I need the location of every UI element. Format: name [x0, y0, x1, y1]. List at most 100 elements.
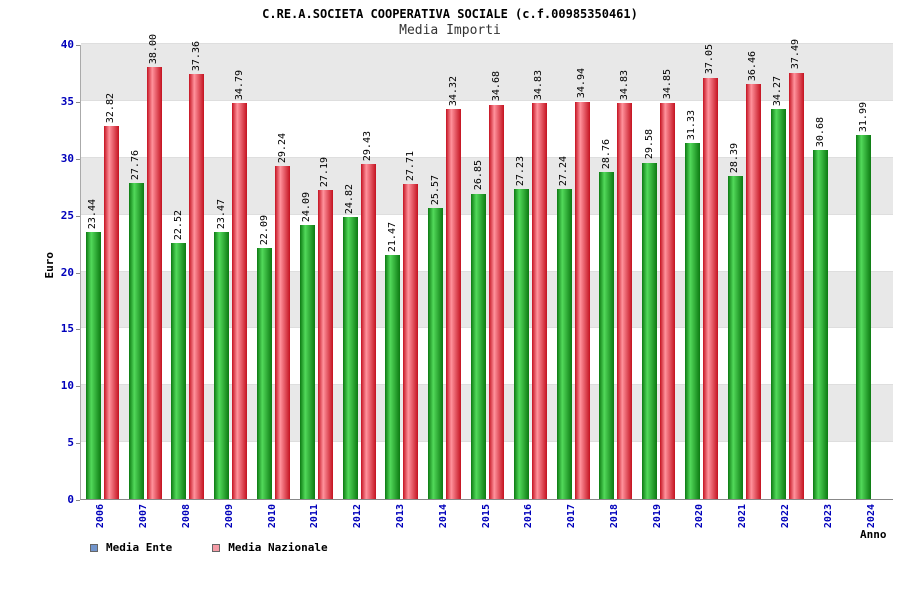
x-axis-title: Anno	[860, 528, 887, 541]
y-tick-label: 35	[60, 94, 74, 108]
x-tick-label: 2019	[651, 504, 663, 529]
chart-title: C.RE.A.SOCIETA COOPERATIVA SOCIALE (c.f.…	[262, 7, 638, 21]
y-tick-mark	[76, 386, 80, 388]
x-tick-label: 2013	[394, 504, 406, 529]
bar-value-label: 31.33	[686, 109, 698, 140]
bar-value-label: 25.57	[429, 175, 441, 206]
y-tick-mark	[76, 329, 80, 331]
bar-value-label: 28.39	[729, 142, 741, 174]
y-tick-mark	[76, 215, 80, 217]
bar-value-label: 22.52	[172, 209, 184, 240]
bar-value-label: 34.79	[233, 70, 245, 101]
bar-value-label: 37.05	[704, 44, 716, 75]
legend-label-media-nazionale: Media Nazionale	[228, 541, 328, 554]
bar-media-ente	[599, 171, 615, 499]
y-tick-label: 40	[60, 38, 74, 51]
bar-value-label: 22.09	[258, 214, 270, 245]
bar-value-label: 24.09	[301, 191, 313, 222]
legend-item-media-nazionale: Media Nazionale	[212, 541, 328, 554]
bar-media-ente	[556, 189, 572, 499]
bar-media-nazionale	[146, 66, 162, 499]
bar-media-nazionale	[275, 166, 291, 499]
bar-media-ente	[813, 150, 829, 499]
x-tick-label: 2018	[608, 504, 620, 529]
bar-media-nazionale	[360, 164, 376, 499]
chart-subtitle: Media Importi	[399, 23, 501, 38]
bar-value-label: 27.24	[558, 156, 570, 187]
bar-media-ente	[299, 224, 315, 499]
y-tick-mark	[76, 500, 80, 501]
bar-media-ente	[684, 142, 700, 499]
bar-value-label: 27.19	[319, 156, 331, 187]
bar-media-nazionale	[317, 189, 333, 499]
bar-value-label: 24.82	[344, 183, 356, 214]
y-tick-label: 5	[67, 436, 74, 450]
bar-value-label: 29.43	[362, 131, 374, 162]
bar-media-ente	[513, 189, 529, 499]
bar-media-nazionale	[232, 103, 248, 499]
bar-value-label: 34.68	[490, 71, 502, 102]
bar-media-ente	[385, 254, 401, 499]
legend: Media Ente Media Nazionale	[90, 541, 328, 554]
y-tick-label: 0	[67, 493, 74, 506]
x-tick-label: 2016	[523, 504, 535, 529]
y-tick-label: 15	[60, 322, 74, 336]
gridline	[81, 99, 893, 101]
x-tick-label: 2015	[480, 504, 492, 529]
bar-media-nazionale	[617, 102, 633, 499]
legend-swatch-media-ente	[90, 543, 98, 552]
bar-value-label: 38.00	[148, 33, 160, 64]
bar-value-label: 28.76	[600, 138, 612, 169]
gridline	[81, 441, 893, 443]
x-tick-label: 2023	[822, 504, 834, 529]
bar-media-nazionale	[103, 125, 119, 499]
gridline	[81, 270, 893, 272]
y-tick-mark	[76, 272, 80, 274]
bar-value-label: 37.36	[190, 40, 202, 72]
y-tick-label: 30	[60, 151, 74, 165]
gridline	[81, 327, 893, 329]
bar-value-label: 29.58	[643, 129, 655, 160]
bar-value-label: 27.23	[515, 156, 527, 187]
gridline	[81, 384, 893, 386]
bar-media-nazionale	[489, 104, 504, 499]
x-tick-label: 2017	[566, 504, 578, 529]
bar-media-ente	[214, 232, 230, 499]
bar-media-ente	[642, 162, 658, 499]
y-tick-mark	[76, 45, 80, 46]
bar-value-label: 31.99	[857, 102, 869, 133]
bar-media-ente	[770, 109, 786, 499]
plot-area: 23.44 32.82 27.76 38.00 22.52 37.36 23.47 34.79…	[80, 34, 893, 500]
bar-value-label: 34.83	[618, 69, 630, 100]
bar-value-label: 29.24	[276, 133, 288, 164]
bar-media-ente	[171, 242, 187, 499]
x-tick-label: 2011	[309, 504, 321, 529]
bar-value-label: 37.49	[790, 39, 802, 70]
x-tick-label: 2020	[694, 504, 706, 529]
bar-media-ente	[727, 176, 743, 499]
x-tick-label: 2014	[437, 504, 449, 529]
bar-value-label: 34.94	[576, 68, 588, 99]
x-tick-label: 2006	[95, 504, 107, 529]
bar-value-label: 23.44	[87, 199, 99, 230]
legend-swatch-media-nazionale	[212, 543, 221, 552]
bar-value-label: 32.82	[105, 92, 117, 123]
bar-media-nazionale	[788, 72, 804, 499]
x-tick-label: 2010	[266, 504, 278, 529]
gridline	[81, 213, 893, 215]
bar-media-ente	[856, 135, 872, 499]
bar-value-label: 30.68	[814, 116, 826, 148]
x-tick-label: 2012	[352, 504, 364, 529]
bar-media-nazionale	[574, 101, 590, 499]
bar-value-label: 26.85	[472, 160, 484, 191]
bar-value-label: 34.27	[772, 76, 784, 107]
y-tick-label: 20	[60, 265, 74, 279]
bar-value-label: 34.85	[661, 69, 673, 100]
legend-item-media-ente: Media Ente	[90, 541, 172, 554]
y-tick-label: 25	[60, 208, 74, 222]
y-tick-label: 10	[60, 379, 74, 393]
bar-media-ente	[428, 208, 444, 499]
bar-media-ente	[128, 183, 144, 499]
bar-value-label: 23.47	[215, 198, 227, 230]
